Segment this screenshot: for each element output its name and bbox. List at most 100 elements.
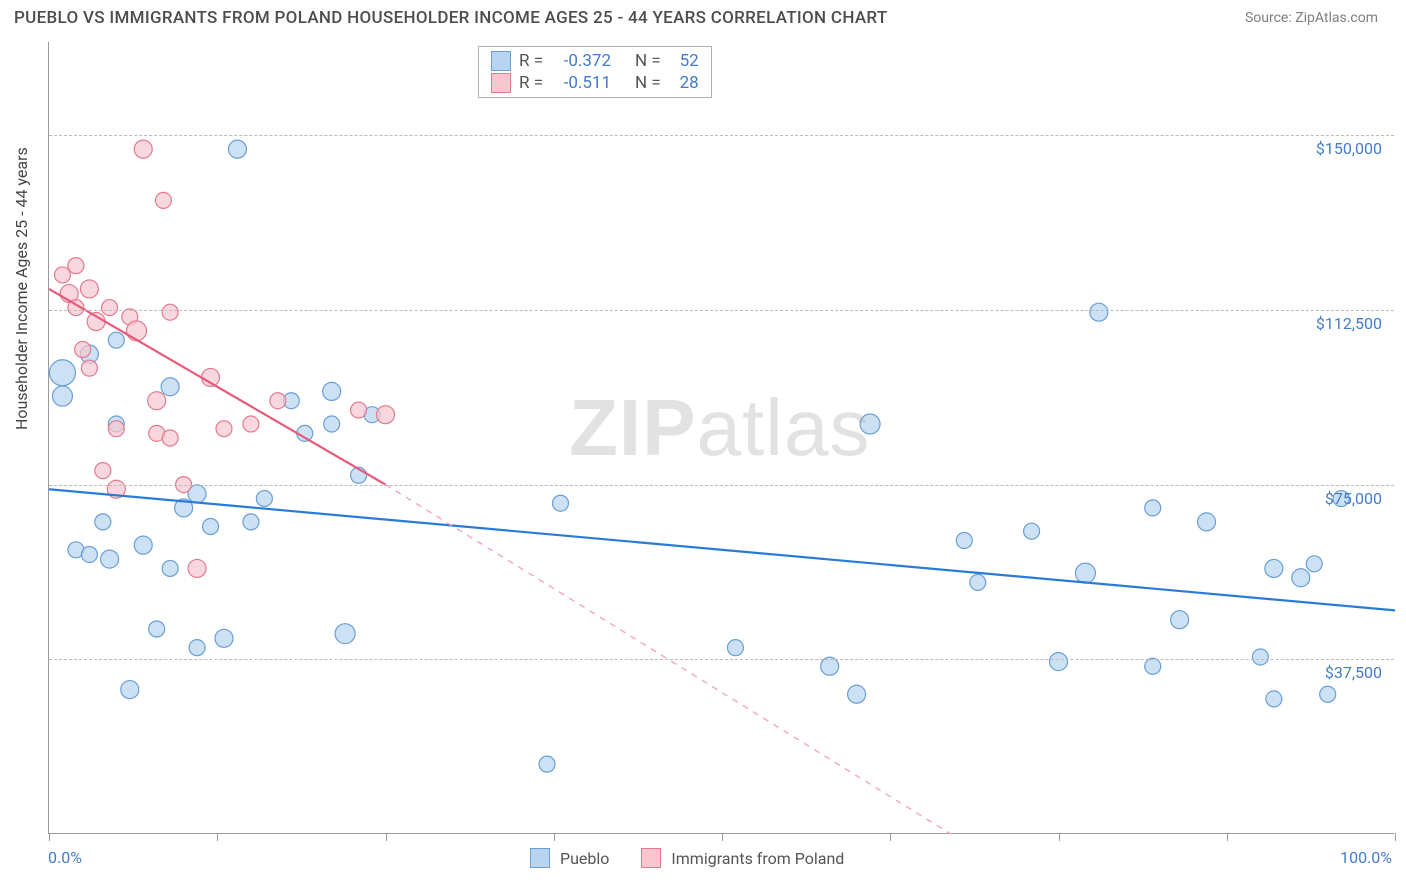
scatter-point — [1265, 559, 1283, 577]
scatter-point — [162, 560, 178, 576]
scatter-point — [1306, 556, 1322, 572]
legend-r-value: -0.372 — [551, 51, 611, 71]
correlation-legend: R = -0.372 N = 52 R = -0.511 N = 28 — [478, 46, 712, 98]
y-tick-label: $150,000 — [1316, 139, 1382, 158]
scatter-point — [215, 629, 233, 647]
scatter-point — [377, 406, 395, 424]
gridline-h — [49, 659, 1394, 660]
scatter-point — [121, 681, 139, 699]
scatter-point — [335, 624, 355, 644]
gridline-h — [49, 485, 1394, 486]
chart-plot-area: ZIPatlas $37,500$75,000$112,500$150,000 — [48, 42, 1394, 834]
scatter-point — [49, 360, 75, 386]
gridline-h — [49, 310, 1394, 311]
legend-swatch-pueblo — [530, 848, 550, 868]
scatter-point — [1252, 649, 1268, 665]
scatter-point — [1171, 611, 1189, 629]
trend-line — [49, 489, 1395, 610]
legend-row-pueblo: R = -0.372 N = 52 — [491, 51, 699, 71]
scatter-point — [1145, 500, 1161, 516]
scatter-point — [102, 300, 118, 316]
scatter-point — [81, 360, 97, 376]
gridline-h — [49, 135, 1394, 136]
scatter-point — [1320, 686, 1336, 702]
legend-n-label: N = — [635, 73, 661, 93]
legend-r-label: R = — [519, 51, 543, 71]
scatter-point — [155, 192, 171, 208]
scatter-point — [1075, 563, 1095, 583]
scatter-point — [351, 402, 367, 418]
x-tick — [49, 833, 50, 841]
y-tick-label: $37,500 — [1325, 663, 1382, 682]
scatter-point — [256, 491, 272, 507]
scatter-point — [539, 756, 555, 772]
scatter-point — [1198, 513, 1216, 531]
scatter-point — [243, 514, 259, 530]
scatter-point — [552, 495, 568, 511]
legend-swatch-poland — [641, 848, 661, 868]
chart-header: PUEBLO VS IMMIGRANTS FROM POLAND HOUSEHO… — [0, 0, 1406, 32]
scatter-point — [216, 421, 232, 437]
scatter-point — [52, 386, 72, 406]
scatter-point — [162, 304, 178, 320]
scatter-point — [95, 514, 111, 530]
x-axis-min-label: 0.0% — [48, 848, 82, 867]
x-tick — [890, 833, 891, 841]
scatter-point — [134, 140, 152, 158]
scatter-point — [161, 378, 179, 396]
series-legend: Pueblo Immigrants from Poland — [530, 848, 844, 868]
scatter-point — [1090, 303, 1108, 321]
scatter-point — [1050, 653, 1068, 671]
scatter-point — [1292, 569, 1310, 587]
legend-row-poland: R = -0.511 N = 28 — [491, 73, 699, 93]
scatter-point — [203, 519, 219, 535]
scatter-point — [1145, 658, 1161, 674]
legend-swatch-poland — [491, 73, 511, 93]
scatter-point — [324, 416, 340, 432]
scatter-point — [108, 421, 124, 437]
scatter-point — [126, 321, 146, 341]
scatter-point — [75, 341, 91, 357]
legend-r-label: R = — [519, 73, 543, 93]
scatter-point — [162, 430, 178, 446]
x-tick — [386, 833, 387, 841]
scatter-point — [54, 267, 70, 283]
scatter-point — [189, 640, 205, 656]
scatter-point — [95, 463, 111, 479]
scatter-point — [81, 546, 97, 562]
scatter-point — [188, 559, 206, 577]
scatter-point — [323, 382, 341, 400]
x-tick — [722, 833, 723, 841]
legend-n-label: N = — [635, 51, 661, 71]
y-axis-label: Householder Income Ages 25 - 44 years — [12, 147, 31, 430]
scatter-point — [270, 393, 286, 409]
chart-source: Source: ZipAtlas.com — [1245, 10, 1378, 26]
scatter-point — [956, 532, 972, 548]
x-axis-max-label: 100.0% — [1340, 848, 1392, 867]
chart-title: PUEBLO VS IMMIGRANTS FROM POLAND HOUSEHO… — [14, 8, 888, 28]
scatter-point — [1266, 691, 1282, 707]
legend-swatch-pueblo — [491, 51, 511, 71]
x-tick — [1227, 833, 1228, 841]
x-tick — [1059, 833, 1060, 841]
legend-n-value: 28 — [669, 73, 699, 93]
scatter-point — [228, 140, 246, 158]
scatter-point — [134, 536, 152, 554]
scatter-plot-svg — [49, 42, 1394, 833]
legend-label-pueblo: Pueblo — [560, 849, 609, 868]
y-tick-label: $75,000 — [1325, 489, 1382, 508]
y-tick-label: $112,500 — [1316, 314, 1382, 333]
scatter-point — [148, 392, 166, 410]
x-tick — [554, 833, 555, 841]
scatter-point — [149, 621, 165, 637]
scatter-point — [860, 414, 880, 434]
scatter-point — [848, 685, 866, 703]
legend-label-poland: Immigrants from Poland — [671, 849, 844, 868]
legend-r-value: -0.511 — [551, 73, 611, 93]
scatter-point — [101, 550, 119, 568]
scatter-point — [243, 416, 259, 432]
scatter-point — [1024, 523, 1040, 539]
legend-n-value: 52 — [669, 51, 699, 71]
scatter-point — [108, 332, 124, 348]
scatter-point — [80, 280, 98, 298]
